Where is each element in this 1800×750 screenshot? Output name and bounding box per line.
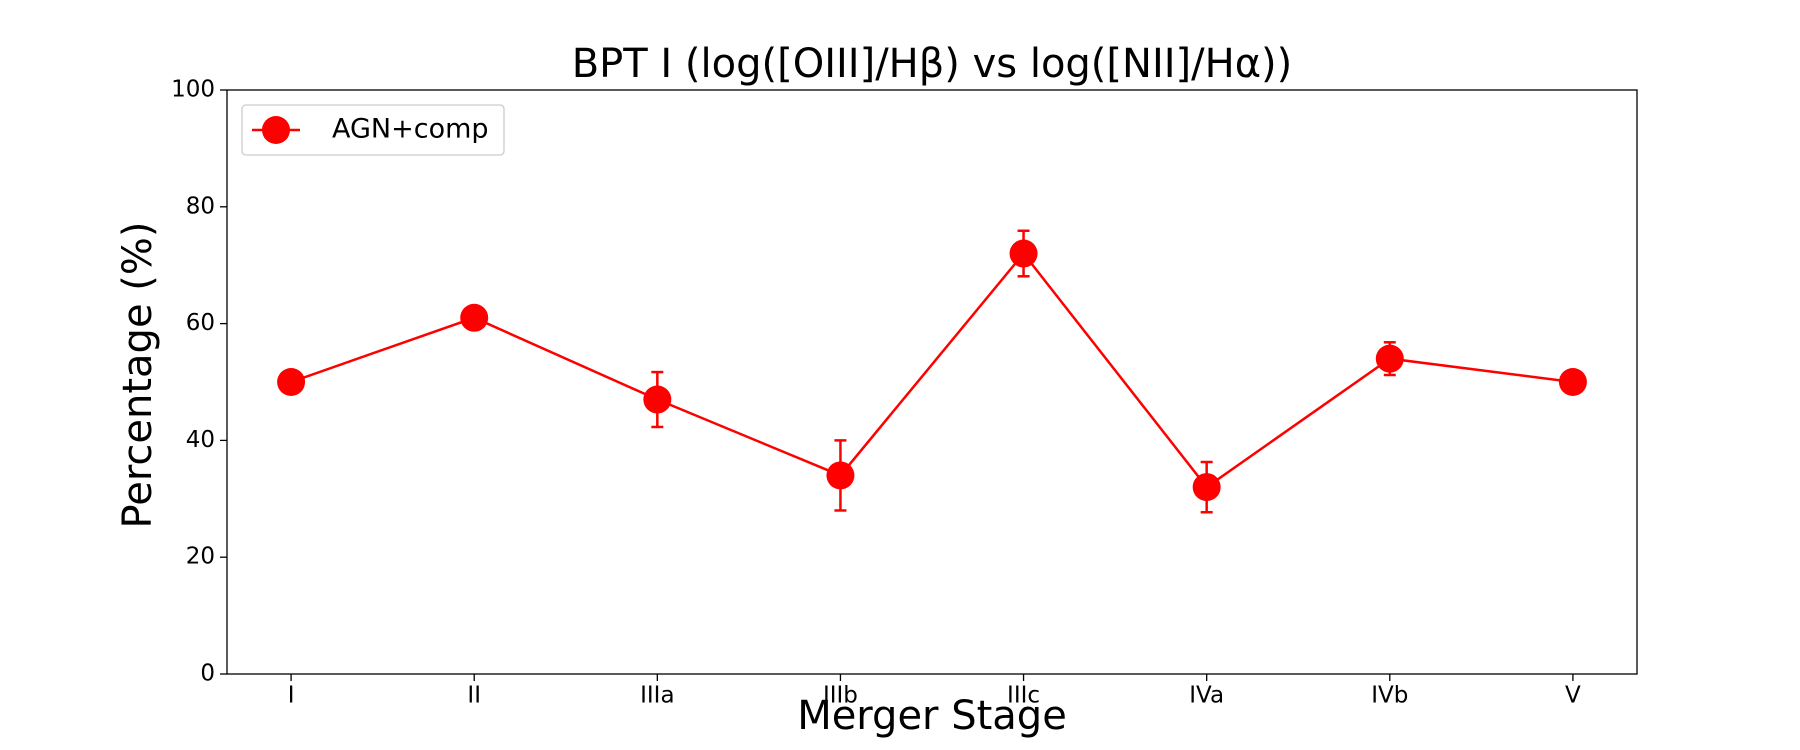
- y-tick-label: 60: [186, 310, 215, 336]
- x-tick-label: IIIa: [640, 683, 674, 709]
- data-point: [1192, 473, 1221, 502]
- x-tick-label: V: [1565, 683, 1581, 709]
- data-point: [1558, 368, 1587, 396]
- x-tick-label: I: [288, 683, 295, 709]
- x-tick-label: IIIb: [823, 683, 858, 709]
- x-axis-label: Merger Stage: [797, 693, 1067, 739]
- data-point: [460, 303, 489, 332]
- data-point: [643, 385, 672, 414]
- legend-marker: [262, 116, 290, 144]
- x-tick-label: IVb: [1371, 683, 1408, 709]
- data-point: [1009, 239, 1038, 268]
- x-tick-label: IIIc: [1007, 683, 1040, 709]
- chart-title: BPT I (log([OIII]/Hβ) vs log([NII]/Hα)): [572, 41, 1293, 87]
- data-point: [277, 368, 306, 396]
- plot-frame: [226, 89, 1638, 675]
- legend-label: AGN+comp: [332, 114, 489, 145]
- legend-box: [241, 104, 505, 156]
- y-tick-label: 0: [200, 661, 215, 687]
- x-tick-label: IVa: [1189, 683, 1224, 709]
- x-tick-label: II: [467, 683, 481, 709]
- y-tick-label: 100: [171, 77, 215, 103]
- y-axis-label: Percentage (%): [115, 222, 161, 529]
- series-line: [290, 251, 1574, 489]
- data-point: [826, 461, 855, 490]
- y-tick-label: 20: [186, 544, 215, 570]
- y-tick-label: 40: [186, 427, 215, 453]
- y-tick-label: 80: [186, 193, 215, 219]
- data-point: [1375, 344, 1404, 373]
